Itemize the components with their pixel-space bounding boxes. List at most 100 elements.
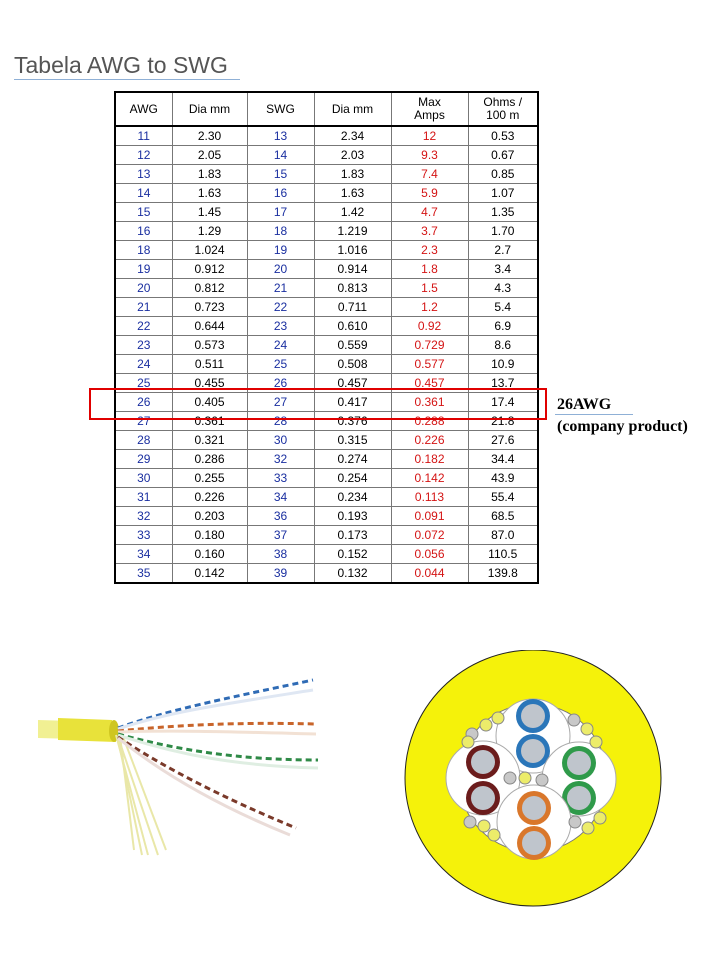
header-ohms: Ohms / 100 m: [467, 91, 539, 127]
table-row: 34 0.160 38 0.152 0.056 110.5: [114, 544, 539, 564]
cell-dia-awg: 0.573: [171, 335, 248, 355]
cell-swg: 34: [246, 487, 315, 507]
header-max-amps: Max Amps: [390, 91, 469, 127]
cell-ohms: 110.5: [467, 544, 539, 564]
cell-dia-awg: 0.226: [171, 487, 248, 507]
cell-dia-awg: 0.644: [171, 316, 248, 336]
cell-dia-awg: 0.812: [171, 278, 248, 298]
cell-awg: 28: [114, 430, 173, 450]
table-row: 26 0.405 27 0.417 0.361 17.4: [114, 392, 539, 412]
table-row: 15 1.45 17 1.42 4.7 1.35: [114, 202, 539, 222]
header-dia-awg: Dia mm: [171, 91, 248, 127]
cell-dia-swg: 1.016: [313, 240, 392, 260]
cell-swg: 24: [246, 335, 315, 355]
cell-dia-awg: 1.024: [171, 240, 248, 260]
highlight-box-26awg: [89, 388, 547, 420]
twisted-pair-green: [117, 732, 319, 770]
table-row: 16 1.29 18 1.219 3.7 1.70: [114, 221, 539, 241]
cell-dia-swg: 1.83: [313, 164, 392, 184]
header-dia-swg: Dia mm: [313, 91, 392, 127]
cell-swg: 36: [246, 506, 315, 526]
cell-dia-swg: 0.914: [313, 259, 392, 279]
cell-max-amps: 12: [390, 125, 469, 146]
cell-ohms: 4.3: [467, 278, 539, 298]
header-max-amps-line2: Amps: [414, 108, 445, 122]
cell-swg: 16: [246, 183, 315, 203]
cell-ohms: 34.4: [467, 449, 539, 469]
cell-dia-swg: 0.315: [313, 430, 392, 450]
awg-swg-table: AWG Dia mm SWG Dia mm Max Amps Ohms / 10…: [114, 91, 539, 584]
table-row: 19 0.912 20 0.914 1.8 3.4: [114, 259, 539, 279]
table-row: 33 0.180 37 0.173 0.072 87.0: [114, 525, 539, 545]
table-body: 11 2.30 13 2.34 12 0.53 12 2.05 14 2.03 9.3 0.67 13 1…: [114, 125, 539, 584]
cable-photo: [38, 678, 319, 856]
cell-ohms: 1.07: [467, 183, 539, 203]
cell-max-amps: 0.92: [390, 316, 469, 336]
table-row: 18 1.024 19 1.016 2.3 2.7: [114, 240, 539, 260]
cell-ohms: 1.70: [467, 221, 539, 241]
cell-awg: 19: [114, 259, 173, 279]
table-header-row: AWG Dia mm SWG Dia mm Max Amps Ohms / 10…: [114, 91, 539, 127]
cell-ohms: 55.4: [467, 487, 539, 507]
cell-awg: 20: [114, 278, 173, 298]
cell-swg: 14: [246, 145, 315, 165]
cell-awg: 16: [114, 221, 173, 241]
cell-swg: 13: [246, 125, 315, 146]
header-ohms-line1: Ohms /: [483, 95, 523, 109]
cable-cross-section: [404, 650, 662, 907]
cell-dia-swg: 1.219: [313, 221, 392, 241]
cell-swg: 37: [246, 525, 315, 545]
cell-dia-swg: 0.559: [313, 335, 392, 355]
table-row: 13 1.83 15 1.83 7.4 0.85: [114, 164, 539, 184]
pair-brown: [445, 740, 521, 816]
cell-dia-swg: 1.42: [313, 202, 392, 222]
cell-max-amps: 7.4: [390, 164, 469, 184]
cell-dia-swg: 1.63: [313, 183, 392, 203]
cell-ohms: 139.8: [467, 563, 539, 584]
cell-ohms: 0.67: [467, 145, 539, 165]
cell-ohms: 8.6: [467, 335, 539, 355]
table-row: 22 0.644 23 0.610 0.92 6.9: [114, 316, 539, 336]
page-title: Tabela AWG to SWG: [14, 52, 228, 78]
cell-awg: 32: [114, 506, 173, 526]
cell-swg: 19: [246, 240, 315, 260]
cell-dia-swg: 0.813: [313, 278, 392, 298]
cell-dia-swg: 0.508: [313, 354, 392, 374]
cell-ohms: 87.0: [467, 525, 539, 545]
cell-ohms: 27.6: [467, 430, 539, 450]
cell-max-amps: 0.091: [390, 506, 469, 526]
cell-dia-awg: 0.142: [171, 563, 248, 584]
cell-dia-swg: 2.34: [313, 125, 392, 146]
cell-max-amps: 0.577: [390, 354, 469, 374]
header-awg: AWG: [114, 91, 173, 127]
cell-max-amps: 5.9: [390, 183, 469, 203]
table-row: 20 0.812 21 0.813 1.5 4.3: [114, 278, 539, 298]
cell-dia-awg: 0.321: [171, 430, 248, 450]
cell-dia-awg: 0.160: [171, 544, 248, 564]
cell-swg: 38: [246, 544, 315, 564]
cell-swg: 22: [246, 297, 315, 317]
cell-swg: 17: [246, 202, 315, 222]
cell-swg: 18: [246, 221, 315, 241]
header-swg: SWG: [246, 91, 315, 127]
cell-dia-awg: 1.63: [171, 183, 248, 203]
title-underline: [14, 79, 240, 80]
table-row: 31 0.226 34 0.234 0.113 55.4: [114, 487, 539, 507]
cell-dia-awg: 0.511: [171, 354, 248, 374]
cell-max-amps: 0.056: [390, 544, 469, 564]
cell-ohms: 43.9: [467, 468, 539, 488]
cell-dia-swg: 0.610: [313, 316, 392, 336]
cell-awg: 34: [114, 544, 173, 564]
cell-max-amps: 0.113: [390, 487, 469, 507]
cell-awg: 12: [114, 145, 173, 165]
cell-awg: 24: [114, 354, 173, 374]
callout-26awg: 26AWG: [557, 396, 612, 413]
table-row: 23 0.573 24 0.559 0.729 8.6: [114, 335, 539, 355]
cell-swg: 30: [246, 430, 315, 450]
cell-ohms: 1.35: [467, 202, 539, 222]
cell-max-amps: 0.729: [390, 335, 469, 355]
cell-dia-swg: 0.193: [313, 506, 392, 526]
filler-yarns: [461, 711, 607, 842]
cell-max-amps: 0.044: [390, 563, 469, 584]
table-row: 21 0.723 22 0.711 1.2 5.4: [114, 297, 539, 317]
